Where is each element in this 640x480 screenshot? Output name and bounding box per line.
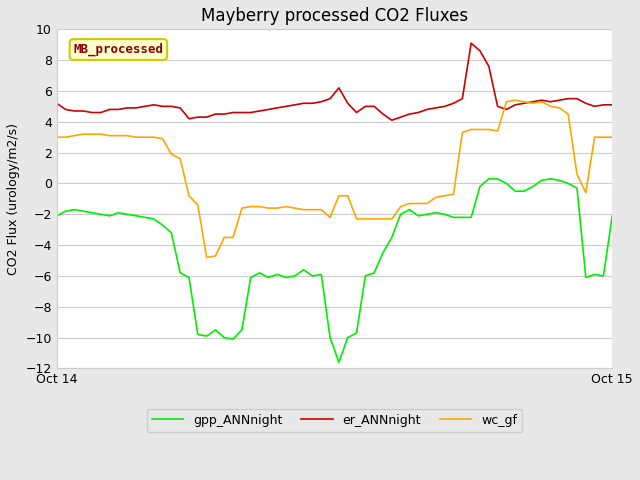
gpp_ANNnight: [282, 275, 290, 280]
er_ANNnight: [467, 40, 475, 46]
Text: MB_processed: MB_processed: [74, 43, 163, 56]
gpp_ANNnight: [326, 335, 334, 340]
wc_gf: [609, 134, 616, 140]
wc_gf: [335, 193, 343, 199]
gpp_ANNnight: [335, 360, 343, 365]
gpp_ANNnight: [485, 176, 493, 182]
Line: gpp_ANNnight: gpp_ANNnight: [57, 179, 612, 362]
wc_gf: [511, 97, 519, 103]
gpp_ANNnight: [124, 211, 131, 217]
gpp_ANNnight: [609, 213, 616, 219]
Title: Mayberry processed CO2 Fluxes: Mayberry processed CO2 Fluxes: [201, 7, 468, 25]
wc_gf: [371, 216, 378, 222]
er_ANNnight: [423, 107, 431, 112]
er_ANNnight: [388, 117, 396, 123]
wc_gf: [423, 201, 431, 206]
Legend: gpp_ANNnight, er_ANNnight, wc_gf: gpp_ANNnight, er_ANNnight, wc_gf: [147, 408, 522, 432]
Line: er_ANNnight: er_ANNnight: [57, 43, 612, 120]
er_ANNnight: [124, 105, 131, 111]
Y-axis label: CO2 Flux (urology/m2/s): CO2 Flux (urology/m2/s): [7, 123, 20, 275]
wc_gf: [291, 205, 299, 211]
gpp_ANNnight: [53, 213, 61, 219]
er_ANNnight: [415, 109, 422, 115]
er_ANNnight: [326, 96, 334, 102]
wc_gf: [124, 133, 131, 139]
gpp_ANNnight: [423, 211, 431, 217]
gpp_ANNnight: [371, 270, 378, 276]
er_ANNnight: [362, 104, 369, 109]
er_ANNnight: [282, 104, 290, 109]
er_ANNnight: [53, 100, 61, 106]
er_ANNnight: [609, 102, 616, 108]
Line: wc_gf: wc_gf: [57, 100, 612, 257]
wc_gf: [415, 201, 422, 206]
wc_gf: [53, 134, 61, 140]
wc_gf: [203, 254, 211, 260]
gpp_ANNnight: [415, 213, 422, 219]
